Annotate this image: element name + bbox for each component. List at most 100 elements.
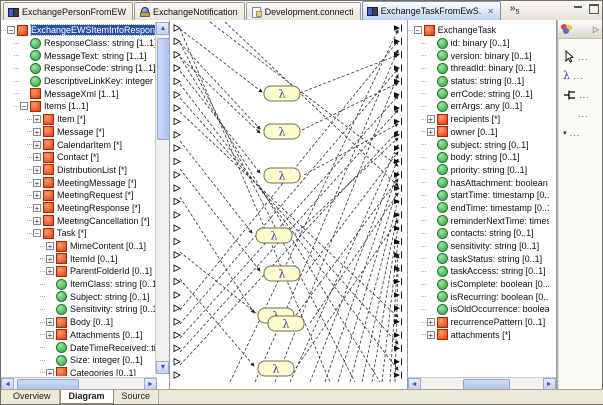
expand-icon[interactable]: +	[426, 318, 435, 328]
scroll-left-icon[interactable]: ◄	[407, 378, 421, 391]
connection-line[interactable]	[180, 130, 399, 366]
connection-line[interactable]	[390, 254, 401, 383]
source-port[interactable]	[174, 331, 182, 339]
target-tree-hscrollbar[interactable]: ◄ ►	[407, 377, 556, 392]
target-port[interactable]	[394, 131, 403, 139]
tree-item[interactable]: + MeetingMessage [*]	[1, 176, 157, 189]
view-tab-overview[interactable]: Overview	[5, 390, 60, 404]
connection-line[interactable]	[382, 240, 401, 383]
target-port[interactable]	[394, 118, 403, 125]
tree-item[interactable]: + attachments [*]	[408, 329, 549, 342]
lambda-node[interactable]: λ	[257, 360, 295, 377]
source-port[interactable]	[174, 237, 182, 246]
mapping-canvas[interactable]: λλλλλλλλ	[170, 20, 408, 391]
editor-tab-1[interactable]: ExchangePersonFromEW	[3, 2, 134, 20]
connection-line[interactable]	[362, 212, 400, 383]
scroll-down-icon[interactable]: ▼	[156, 361, 170, 374]
source-tree-vscrollbar[interactable]: ▲ ▼	[155, 22, 171, 374]
target-port[interactable]	[394, 238, 403, 246]
tree-item[interactable]: Subject: string [0..1]	[1, 290, 157, 303]
tree-item[interactable]: + MeetingRequest [*]	[1, 189, 157, 202]
source-port[interactable]	[174, 371, 182, 379]
lambda-tool[interactable]: λ...	[563, 66, 600, 85]
source-port[interactable]	[174, 144, 182, 152]
lambda-node[interactable]: λ	[255, 227, 293, 244]
source-port[interactable]	[174, 264, 182, 273]
source-port[interactable]	[174, 317, 182, 326]
target-port[interactable]	[394, 344, 403, 352]
connection-line[interactable]	[310, 192, 399, 324]
connection-line[interactable]	[180, 196, 255, 314]
connection-line[interactable]	[306, 151, 399, 274]
tree-item[interactable]: + ParentFolderId [0..1]	[1, 265, 157, 278]
target-port[interactable]	[394, 278, 403, 286]
lambda-node[interactable]: λ	[267, 315, 305, 332]
tree-item[interactable]: − Items [1..1]	[1, 100, 157, 113]
tree-item[interactable]: ItemClass: string [0..1]	[1, 278, 157, 291]
source-port[interactable]	[174, 77, 182, 86]
tree-item[interactable]: startTime: timestamp [0..1]	[408, 189, 549, 202]
tree-item[interactable]: ResponseClass: string [1..1]	[1, 37, 157, 50]
connection-line[interactable]	[180, 68, 399, 325]
expand-icon[interactable]: +	[46, 318, 54, 328]
connection-line[interactable]	[325, 171, 400, 383]
target-port[interactable]	[394, 264, 403, 272]
expand-icon[interactable]: +	[33, 115, 41, 125]
connection-line[interactable]	[302, 82, 400, 131]
connection-line[interactable]	[180, 70, 261, 174]
expand-icon[interactable]: +	[33, 140, 41, 150]
scroll-up-icon[interactable]: ▲	[156, 22, 170, 35]
tree-item[interactable]: sensitivity: string [0..1]	[408, 240, 549, 253]
target-port[interactable]	[394, 51, 403, 59]
source-port[interactable]	[174, 197, 182, 206]
tree-item[interactable]: body: string [0..1]	[408, 151, 549, 164]
close-icon[interactable]: ✕	[487, 6, 494, 16]
view-tab-source[interactable]: Source	[114, 390, 160, 404]
tree-item[interactable]: endTime: timestamp [0..1]	[408, 202, 549, 215]
tree-item[interactable]: errCode: string [0..1]	[408, 87, 549, 100]
tree-item[interactable]: isOldOccurrence: boolean [0..1]	[408, 303, 549, 316]
target-port[interactable]	[394, 104, 403, 112]
editor-tab-3[interactable]: Development.connecti	[245, 2, 361, 20]
collapse-icon[interactable]: −	[413, 26, 422, 36]
tab-overflow-chevron[interactable]: »5	[509, 2, 520, 16]
collapse-icon[interactable]: −	[7, 26, 15, 36]
source-port[interactable]	[174, 117, 182, 126]
source-port[interactable]	[174, 224, 182, 233]
source-tree-hscrollbar[interactable]: ◄ ►	[1, 377, 157, 392]
expand-icon[interactable]: +	[46, 368, 54, 376]
connection-line[interactable]	[180, 278, 255, 367]
minimize-icon[interactable]	[573, 3, 584, 13]
tree-item[interactable]: DescriptiveLinkKey: integer [1..1]	[1, 75, 157, 88]
lambda-node[interactable]: λ	[263, 123, 301, 140]
connection-line[interactable]	[350, 199, 400, 383]
source-port[interactable]	[174, 104, 182, 112]
tree-item[interactable]: ResponseCode: string [1..1]	[1, 62, 157, 75]
tree-item[interactable]: DateTimeReceived: timestamp [0..1]	[1, 341, 157, 354]
tree-item[interactable]: isComplete: boolean [0..1]	[408, 278, 549, 291]
tree-item[interactable]: − ExchangeTask	[408, 24, 549, 37]
target-port[interactable]	[394, 318, 403, 326]
tree-item[interactable]: − Task [*]	[1, 227, 157, 240]
tree-item[interactable]: version: binary [0..1]	[408, 49, 549, 62]
connection-line[interactable]	[372, 226, 400, 383]
expand-icon[interactable]: +	[33, 178, 41, 188]
expand-icon[interactable]: +	[33, 191, 41, 201]
connection-line[interactable]	[180, 40, 399, 311]
connection-line[interactable]	[180, 140, 253, 234]
tree-item[interactable]: + MeetingCancellation [*]	[1, 214, 157, 227]
connection-line[interactable]	[180, 42, 261, 130]
connection-line[interactable]	[290, 144, 399, 383]
expand-icon[interactable]: +	[426, 330, 435, 340]
connection-line[interactable]	[180, 111, 400, 318]
source-port[interactable]	[174, 277, 182, 286]
connection-line[interactable]	[296, 178, 399, 316]
connection-line[interactable]	[180, 56, 262, 134]
tree-item[interactable]: + MeetingResponse [*]	[1, 202, 157, 215]
connection-line[interactable]	[180, 28, 264, 93]
source-port[interactable]	[174, 37, 182, 46]
source-port[interactable]	[174, 211, 182, 219]
connection-line[interactable]	[180, 42, 356, 383]
target-port[interactable]	[394, 198, 403, 205]
connection-line[interactable]	[230, 29, 399, 383]
